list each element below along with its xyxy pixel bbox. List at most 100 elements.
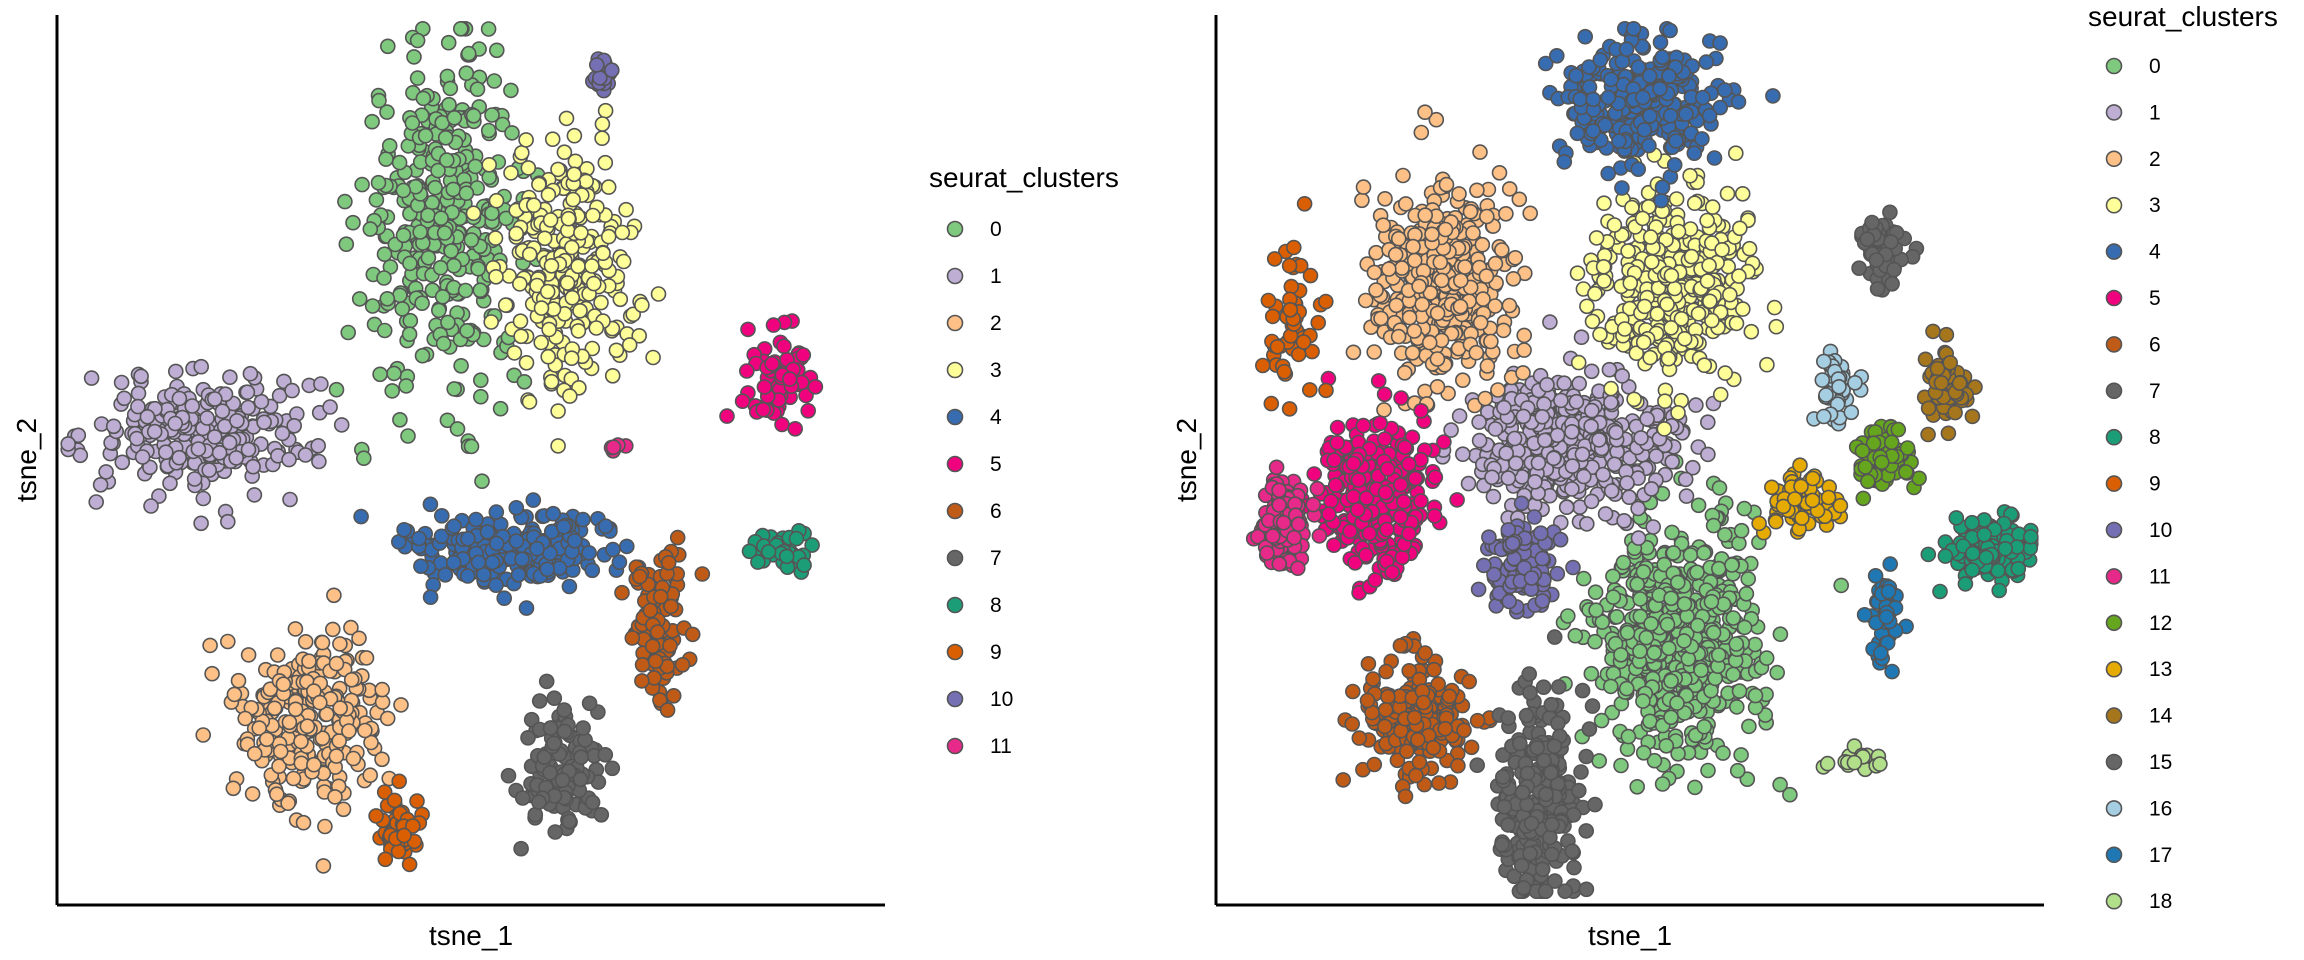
cell-point [1406, 709, 1423, 726]
cell-point [1601, 361, 1618, 378]
cell-point [533, 300, 550, 316]
cell-point [662, 637, 678, 654]
cell-point [518, 354, 535, 371]
cell-point [1597, 506, 1614, 522]
cell-point [402, 255, 418, 272]
cell-point [372, 366, 388, 383]
cell-point [445, 181, 462, 198]
left-y-axis-title: tsne_2 [11, 418, 42, 502]
cell-point [631, 568, 648, 585]
cell-point [1635, 334, 1652, 351]
cell-point [756, 379, 773, 395]
cell-point [226, 686, 243, 703]
cell-point [293, 733, 309, 750]
cell-point [449, 421, 466, 437]
cell-point [201, 462, 217, 478]
cell-point [1715, 745, 1731, 761]
cell-point [1664, 524, 1680, 541]
cell-point [282, 491, 298, 508]
cell-point [1350, 472, 1367, 488]
cell-point [381, 138, 398, 154]
cell-point [1507, 249, 1524, 266]
cell-point [1620, 243, 1636, 259]
cell-point [764, 355, 780, 372]
legend-key-11 [946, 737, 964, 755]
cell-point [585, 207, 601, 224]
cell-point [1759, 356, 1775, 373]
legend-label-6: 6 [990, 500, 1002, 523]
cell-point [1654, 49, 1671, 66]
cell-point [1342, 523, 1358, 540]
cell-point [1669, 695, 1685, 711]
cell-point [1712, 386, 1729, 403]
cell-point [311, 694, 328, 711]
cell-point [518, 600, 535, 616]
cell-point [1401, 456, 1417, 472]
cell-point [554, 772, 571, 789]
cell-point [595, 245, 611, 261]
cell-point [1654, 776, 1671, 792]
cell-point [1366, 344, 1382, 360]
cell-point [572, 302, 588, 319]
cell-point [1991, 582, 2007, 599]
cell-point [129, 430, 145, 447]
cell-point [1399, 743, 1415, 760]
cell-point [246, 745, 263, 762]
cell-point [1537, 883, 1554, 900]
cell-point [328, 748, 345, 764]
cell-point [70, 427, 87, 444]
cell-point [386, 792, 403, 809]
cell-point [1566, 859, 1582, 876]
cell-point [268, 786, 285, 803]
cell-point [465, 108, 482, 124]
cell-point [430, 302, 447, 319]
cell-point [618, 538, 635, 555]
cell-point [328, 381, 345, 398]
cell-point [1731, 535, 1747, 552]
cell-point [253, 393, 270, 410]
cell-point [1546, 738, 1563, 755]
cell-point [457, 282, 474, 299]
cell-point [488, 535, 505, 552]
cell-point [1498, 445, 1514, 462]
legend-label-0: 0 [990, 218, 1002, 241]
cell-point [1429, 305, 1446, 322]
cell-point [113, 374, 130, 391]
cell-point [1595, 258, 1612, 275]
cell-point [765, 317, 782, 333]
cell-point [1512, 735, 1528, 752]
cell-point [1706, 150, 1723, 166]
cell-point [550, 438, 566, 454]
cell-point [338, 236, 355, 252]
cell-point [614, 584, 630, 601]
cell-point [472, 372, 489, 389]
cell-point [1359, 692, 1376, 709]
cell-point [539, 561, 556, 578]
cell-point [1686, 195, 1703, 211]
cell-point [1523, 815, 1540, 832]
cell-point [239, 384, 256, 401]
cell-point [1584, 313, 1601, 330]
cluster-7-points [1469, 629, 1603, 900]
cell-point [1429, 351, 1446, 367]
cell-point [295, 814, 312, 831]
cell-point [245, 458, 261, 475]
cell-point [1479, 358, 1496, 374]
cell-point [1413, 124, 1430, 141]
cell-point [1703, 593, 1720, 610]
cell-point [1414, 296, 1430, 313]
legend-label-8: 8 [990, 594, 1002, 617]
cluster-1-points [60, 358, 350, 532]
cell-point [604, 760, 621, 777]
cell-point [1394, 549, 1411, 566]
cell-point [521, 394, 538, 410]
cell-point [1693, 662, 1709, 679]
cell-point [481, 157, 498, 173]
cell-point [1514, 784, 1531, 801]
cell-point [1632, 643, 1648, 660]
cell-point [536, 230, 553, 247]
cell-point [1490, 382, 1506, 398]
cell-point [525, 492, 542, 508]
cell-point [514, 790, 531, 806]
legend-label-10: 10 [990, 688, 1013, 711]
